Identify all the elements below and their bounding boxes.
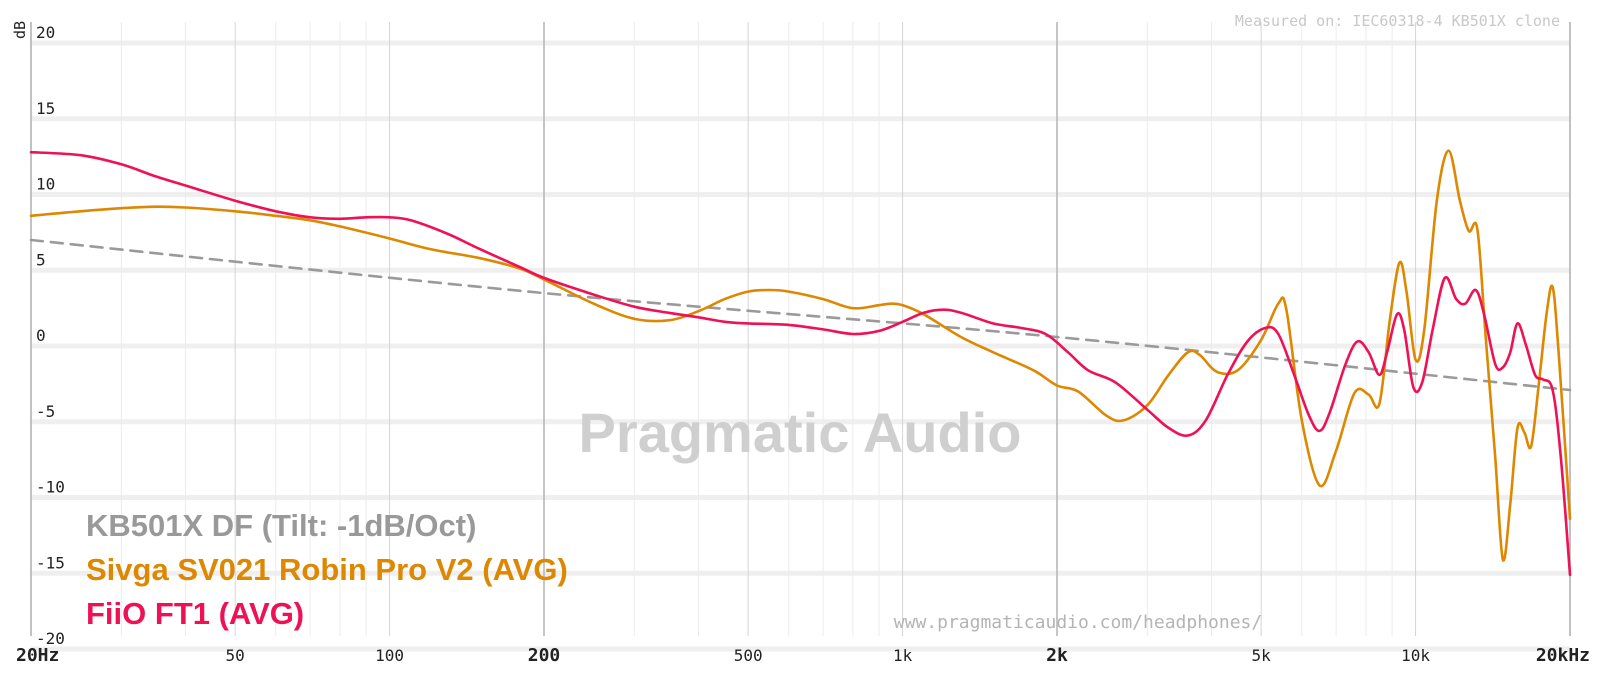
x-tick-label: 100 [375, 646, 404, 665]
y-tick-label: -15 [36, 553, 65, 572]
y-tick-label: 10 [36, 175, 55, 194]
series-layer [29, 149, 1572, 577]
y-tick-labels: 20 15 10 5 0 -5 -10 -15 -20 [36, 23, 65, 648]
series-line-3 [29, 150, 1572, 577]
y-axis-label: dB [11, 21, 29, 39]
x-gridlines [30, 22, 1571, 636]
legend-entry: FiiO FT1 (AVG) [86, 596, 304, 631]
x-tick-label: 50 [226, 646, 245, 665]
y-tick-label: -10 [36, 478, 65, 497]
legend-entry: KB501X DF (Tilt: -1dB/Oct) [86, 508, 476, 543]
x-tick-labels: 20Hz 50 100 200 500 1k 2k 5k 10k 20kHz [16, 645, 1590, 666]
x-tick-label: 1k [893, 646, 913, 665]
y-tick-label: 15 [36, 99, 55, 118]
series-line-1 [29, 238, 1572, 392]
x-tick-label: 10k [1401, 646, 1430, 665]
x-tick-label: 200 [528, 645, 561, 666]
x-tick-label: 500 [734, 646, 763, 665]
y-tick-label: 5 [36, 250, 46, 269]
y-tick-label: -20 [36, 629, 65, 648]
legend: KB501X DF (Tilt: -1dB/Oct) Sivga SV021 Ro… [86, 508, 568, 631]
y-gridlines [31, 40, 1570, 652]
y-tick-label: 20 [36, 23, 55, 42]
y-tick-label: 0 [36, 326, 46, 345]
x-tick-label: 20kHz [1536, 645, 1590, 666]
source-url: www.pragmaticaudio.com/headphones/ [894, 612, 1262, 633]
legend-entry: Sivga SV021 Robin Pro V2 (AVG) [86, 552, 568, 587]
x-tick-label: 5k [1252, 646, 1272, 665]
y-tick-label: -5 [36, 402, 55, 421]
watermark-text: Pragmatic Audio [579, 401, 1022, 464]
measured-on-note: Measured on: IEC60318-4 KB501X clone [1235, 12, 1560, 30]
x-tick-label: 20Hz [16, 645, 59, 666]
x-tick-label: 2k [1046, 645, 1068, 666]
